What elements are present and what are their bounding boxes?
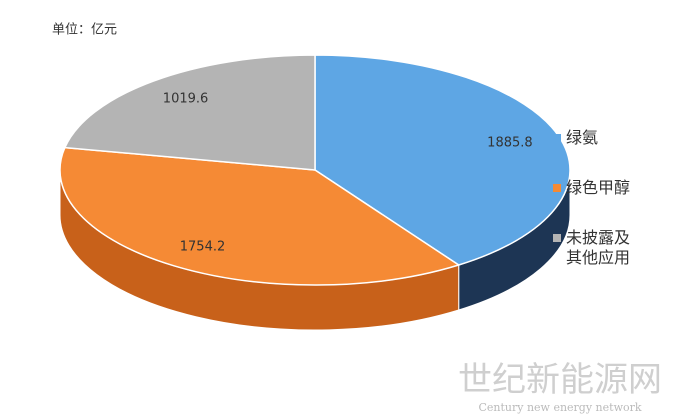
legend-swatch — [553, 134, 561, 142]
legend-label: 未披露及其他应用 — [566, 228, 631, 267]
legend-label: 绿色甲醇 — [566, 178, 631, 197]
legend-swatch — [553, 234, 561, 242]
legend: 绿氨绿色甲醇未披露及其他应用 — [553, 128, 643, 298]
legend-item: 未披露及其他应用 — [553, 228, 643, 268]
legend-item: 绿色甲醇 — [553, 178, 643, 198]
watermark-subtitle: Century new energy network — [478, 401, 641, 414]
slice — [59, 146, 461, 286]
unit-label: 单位：亿元 — [52, 23, 117, 38]
data-label: 1754.2 — [180, 239, 226, 254]
legend-swatch — [553, 184, 561, 192]
watermark-title: 世纪新能源网 — [458, 360, 662, 400]
legend-label: 绿氨 — [566, 128, 599, 147]
data-label: 1019.6 — [163, 91, 209, 106]
slice — [63, 54, 316, 171]
legend-item: 绿氨 — [553, 128, 643, 148]
data-label: 1885.8 — [487, 135, 533, 150]
